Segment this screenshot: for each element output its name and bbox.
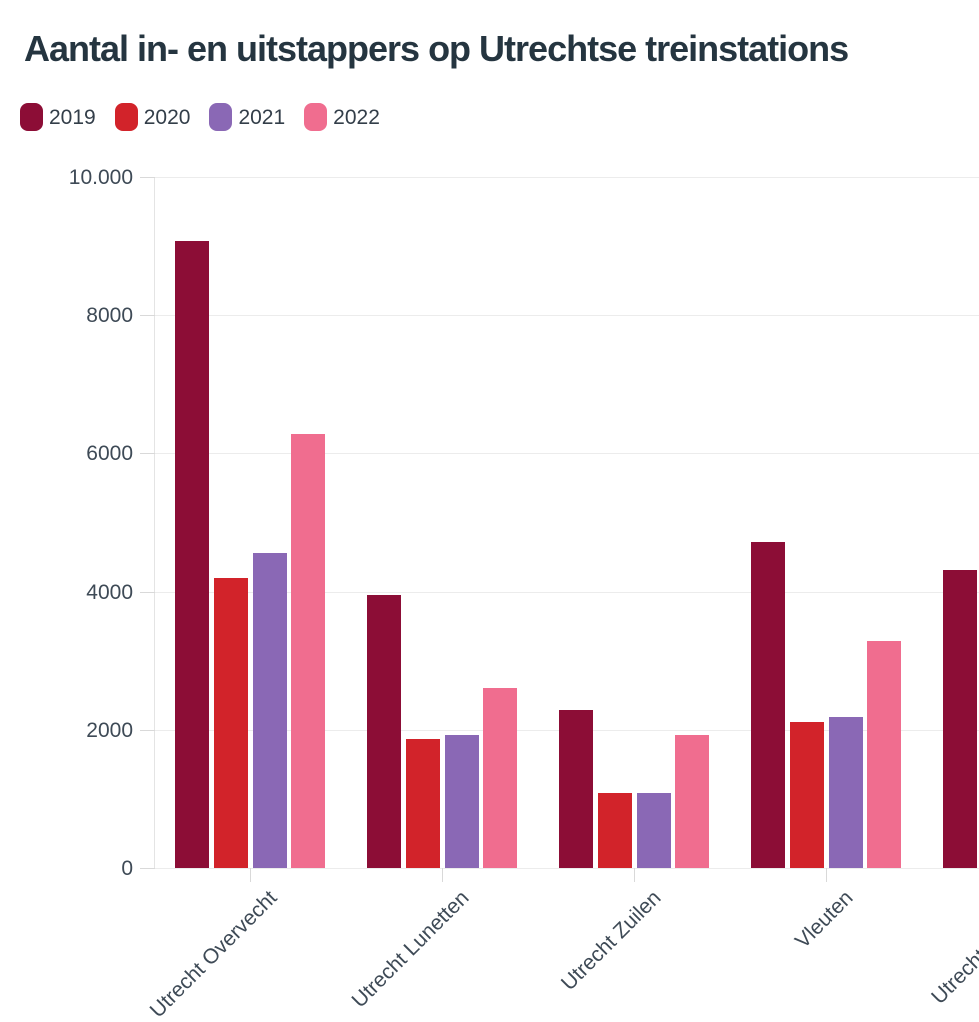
- bar-2020-utrecht-zuilen[interactable]: [597, 793, 632, 868]
- y-axis-tick-label: 8000: [86, 304, 133, 328]
- bar-2021-utrecht-lunetten[interactable]: [444, 735, 479, 868]
- y-axis-tick-label: 6000: [86, 442, 133, 466]
- y-axis-tick: [140, 868, 155, 869]
- gridline: [155, 177, 979, 178]
- y-axis-tick: [140, 591, 155, 593]
- bar-2022-utrecht-lunetten[interactable]: [483, 687, 518, 868]
- bar-2020-vleuten[interactable]: [789, 721, 824, 868]
- legend-label: 2022: [333, 105, 380, 129]
- legend-label: 2021: [238, 105, 286, 129]
- bar-2019-vleuten[interactable]: [751, 541, 785, 868]
- x-axis-category-label: Utrecht Lunetten: [347, 886, 474, 1013]
- legend-swatch-icon: [114, 103, 138, 131]
- bar-2022-utrecht-overvecht[interactable]: [291, 434, 326, 868]
- legend-item-2022[interactable]: 2022: [304, 103, 380, 131]
- chart-legend: 2019 2020 2021 2022: [20, 103, 380, 131]
- legend-item-2019[interactable]: 2019: [20, 103, 96, 131]
- chart-page: { "page": { "title": "Aantal in- en uits…: [20, 28, 979, 1022]
- legend-swatch-icon: [209, 103, 233, 131]
- x-axis-category-label: Utrecht Terwijde: [927, 886, 979, 1009]
- bar-2019-utrecht-terwijde[interactable]: [943, 570, 977, 868]
- bar-2022-utrecht-zuilen[interactable]: [675, 735, 710, 868]
- bar-2022-vleuten[interactable]: [867, 640, 902, 868]
- legend-item-2021[interactable]: 2021: [209, 103, 285, 131]
- y-axis-tick-label: 4000: [86, 580, 133, 604]
- bar-2021-utrecht-zuilen[interactable]: [636, 793, 671, 868]
- bar-2019-utrecht-overvecht[interactable]: [175, 240, 209, 868]
- gridline: [155, 868, 979, 869]
- x-axis-category-label: Vleuten: [791, 886, 858, 953]
- x-axis-category-label: Utrecht Zuilen: [557, 886, 666, 995]
- legend-swatch-icon: [20, 103, 43, 131]
- y-axis-line: [154, 177, 155, 868]
- legend-item-2020[interactable]: 2020: [114, 103, 191, 131]
- y-axis-tick-label: 10.000: [68, 166, 133, 189]
- page-title: Aantal in- en uitstappers op Utrechtse t…: [24, 28, 849, 69]
- legend-label: 2019: [49, 105, 96, 129]
- bar-2020-utrecht-overvecht[interactable]: [213, 577, 248, 868]
- y-axis-tick-label: 0: [121, 857, 133, 880]
- legend-label: 2020: [143, 105, 191, 129]
- legend-swatch-icon: [304, 103, 328, 131]
- x-axis-category-label: Utrecht Overvecht: [145, 886, 282, 1022]
- y-axis-tick-label: 2000: [86, 718, 133, 742]
- y-axis-tick: [140, 453, 155, 455]
- x-axis-tick: [442, 868, 444, 882]
- gridline: [155, 315, 979, 317]
- y-axis-tick: [140, 177, 155, 178]
- chart-plot-area: 10.000 8000 6000 4000 2000 0 Utrecht Overvecht…: [68, 166, 979, 1022]
- bar-2019-utrecht-lunetten[interactable]: [367, 595, 401, 868]
- bar-2021-vleuten[interactable]: [828, 716, 863, 868]
- bar-2019-utrecht-zuilen[interactable]: [559, 709, 593, 868]
- y-axis-tick: [140, 729, 155, 731]
- x-axis-tick: [634, 868, 636, 882]
- y-axis-tick: [140, 315, 155, 317]
- gridline: [155, 453, 979, 455]
- gridline: [155, 591, 979, 593]
- x-axis-tick: [250, 868, 252, 882]
- bar-2020-utrecht-lunetten[interactable]: [405, 739, 440, 868]
- bar-2021-utrecht-overvecht[interactable]: [252, 552, 287, 868]
- x-axis-tick: [826, 868, 828, 882]
